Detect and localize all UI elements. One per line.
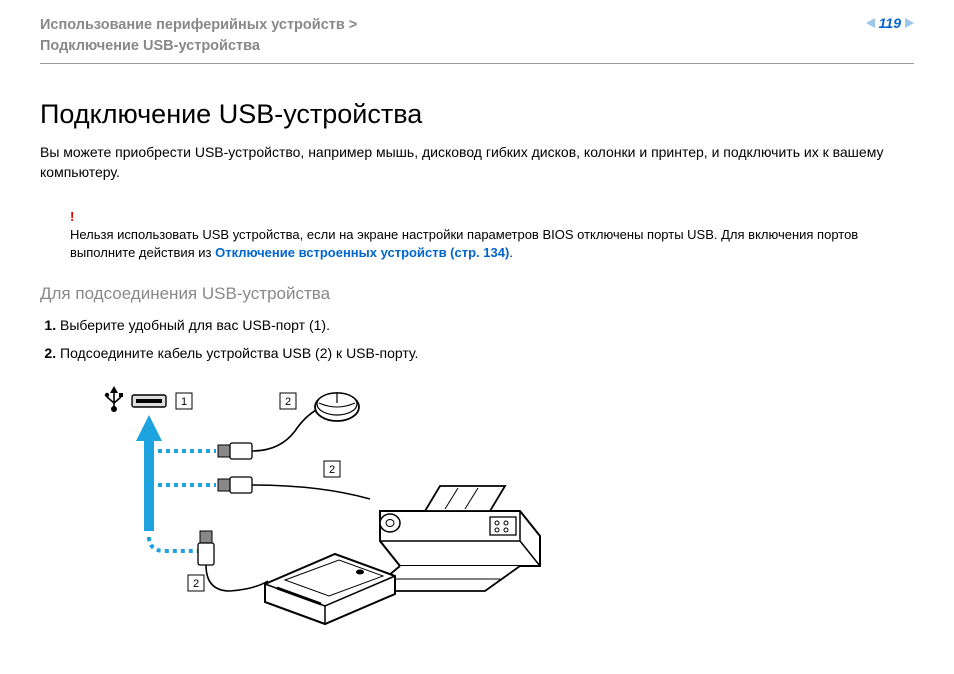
mouse-cable bbox=[252, 409, 318, 451]
callout-floppy: 2 bbox=[188, 575, 204, 591]
usb-arrow-icon bbox=[136, 415, 162, 531]
next-page-arrow-icon[interactable] bbox=[905, 18, 914, 28]
svg-text:2: 2 bbox=[329, 464, 335, 476]
callout-printer: 2 bbox=[324, 461, 340, 477]
page-header: Использование периферийных устройств > П… bbox=[40, 15, 914, 64]
svg-text:1: 1 bbox=[181, 396, 187, 408]
breadcrumb-line-1: Использование периферийных устройств > bbox=[40, 17, 357, 33]
breadcrumb: Использование периферийных устройств > П… bbox=[40, 15, 357, 57]
usb-symbol-icon bbox=[105, 386, 123, 412]
svg-text:2: 2 bbox=[285, 396, 291, 408]
warning-text-2: . bbox=[509, 245, 513, 260]
page-title: Подключение USB-устройства bbox=[40, 99, 914, 130]
usb-plug-icon bbox=[198, 531, 214, 565]
usb-plug-icon bbox=[218, 443, 252, 459]
step-item: Подсоедините кабель устройства USB (2) к… bbox=[60, 344, 914, 364]
warning-bang-icon: ! bbox=[70, 209, 74, 224]
svg-text:2: 2 bbox=[193, 578, 199, 590]
usb-plug-icon bbox=[218, 477, 252, 493]
diagram-svg: 1 bbox=[90, 381, 610, 631]
connection-diagram: 1 bbox=[90, 381, 914, 631]
callout-port: 1 bbox=[176, 393, 192, 409]
callout-mouse: 2 bbox=[280, 393, 296, 409]
intro-paragraph: Вы можете приобрести USB-устройство, нап… bbox=[40, 142, 914, 183]
steps-list: Выберите удобный для вас USB-порт (1). П… bbox=[40, 316, 914, 363]
printer-cable bbox=[252, 485, 370, 499]
warning-link[interactable]: Отключение встроенных устройств (стр. 13… bbox=[215, 245, 509, 260]
floppy-drive-icon bbox=[265, 554, 395, 624]
usb-port-icon bbox=[132, 395, 166, 407]
floppy-cable bbox=[206, 565, 268, 591]
sub-heading: Для подсоединения USB-устройства bbox=[40, 284, 914, 304]
page-navigation: 119 bbox=[866, 15, 914, 31]
prev-page-arrow-icon[interactable] bbox=[866, 18, 875, 28]
page-number: 119 bbox=[879, 15, 901, 31]
step-item: Выберите удобный для вас USB-порт (1). bbox=[60, 316, 914, 336]
warning-note: ! Нельзя использовать USB устройства, ес… bbox=[70, 208, 914, 263]
dashed-connector bbox=[149, 537, 200, 551]
breadcrumb-line-2: Подключение USB-устройства bbox=[40, 38, 260, 54]
mouse-icon bbox=[315, 393, 359, 421]
